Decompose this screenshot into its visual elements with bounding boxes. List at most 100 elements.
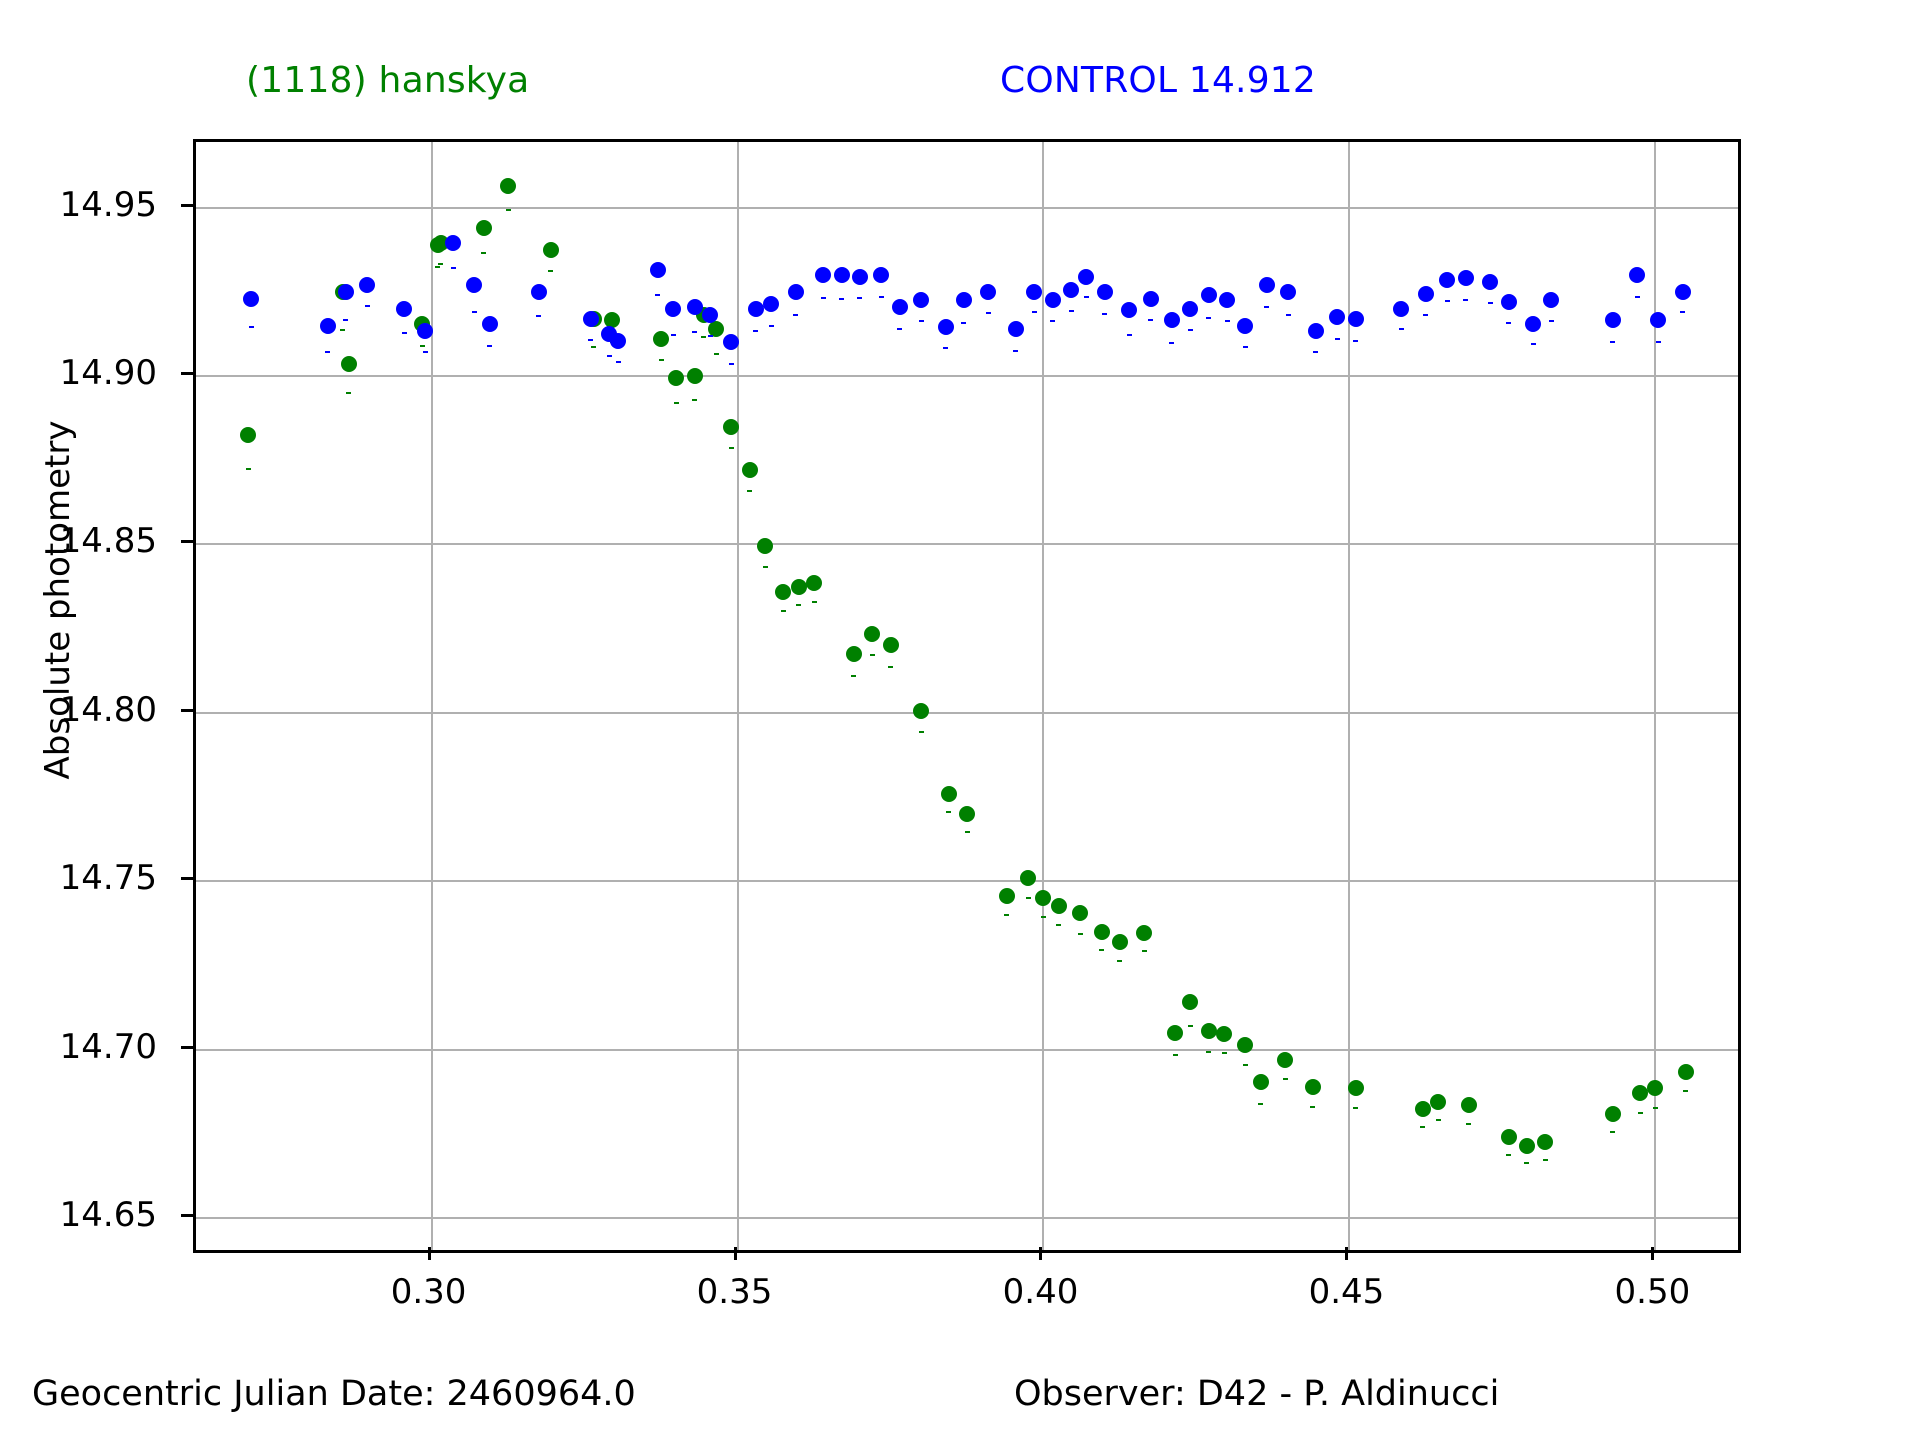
data-point-marker bbox=[668, 369, 685, 386]
data-point bbox=[1142, 142, 1159, 1250]
error-bar bbox=[422, 350, 428, 353]
data-point-marker bbox=[806, 575, 823, 592]
data-point bbox=[1182, 142, 1199, 1250]
data-point bbox=[955, 142, 972, 1250]
error-bar bbox=[1187, 1024, 1193, 1027]
data-point-marker bbox=[757, 538, 774, 555]
data-point bbox=[337, 142, 354, 1250]
data-point bbox=[1280, 142, 1297, 1250]
data-point-marker bbox=[747, 300, 764, 317]
error-bar bbox=[438, 263, 444, 266]
y-axis-tick bbox=[181, 203, 193, 207]
data-point bbox=[851, 142, 868, 1250]
error-bar bbox=[793, 314, 799, 317]
data-point bbox=[1007, 142, 1024, 1250]
data-point bbox=[240, 142, 256, 1250]
data-point bbox=[500, 142, 517, 1250]
error-bar bbox=[1141, 950, 1147, 953]
error-bar bbox=[248, 326, 254, 329]
error-bar bbox=[655, 294, 661, 297]
data-point-marker bbox=[845, 645, 862, 662]
error-bar bbox=[918, 731, 924, 734]
error-bar bbox=[1258, 1103, 1264, 1106]
x-axis-tick-label: 0.45 bbox=[1308, 1272, 1385, 1312]
error-bar bbox=[1187, 328, 1193, 331]
data-point-marker bbox=[1163, 312, 1180, 329]
data-point-marker bbox=[1500, 1129, 1517, 1146]
error-bar bbox=[245, 468, 251, 470]
data-point-marker bbox=[1200, 287, 1217, 304]
error-bar bbox=[1077, 932, 1083, 935]
data-point bbox=[747, 142, 764, 1250]
gridline-vertical bbox=[1042, 142, 1045, 1250]
error-bar bbox=[419, 344, 425, 347]
data-point bbox=[1219, 142, 1236, 1250]
error-bar bbox=[591, 346, 597, 349]
data-point bbox=[708, 142, 725, 1250]
error-bar bbox=[943, 346, 949, 349]
error-bar bbox=[1420, 1126, 1426, 1129]
error-bar bbox=[713, 353, 719, 356]
data-point bbox=[1414, 142, 1431, 1250]
data-point-marker bbox=[998, 888, 1015, 905]
error-bar bbox=[588, 339, 594, 341]
data-point-marker bbox=[1020, 869, 1037, 886]
data-point bbox=[445, 142, 461, 1250]
data-point-marker bbox=[1414, 1100, 1431, 1117]
y-axis-tick-label: 14.80 bbox=[59, 689, 157, 730]
data-point-marker bbox=[1093, 923, 1110, 940]
data-point bbox=[1063, 142, 1080, 1250]
data-point-marker bbox=[851, 268, 868, 285]
error-bar bbox=[1334, 338, 1340, 340]
y-axis-label: Absolute photometry bbox=[38, 420, 78, 780]
data-point-marker bbox=[980, 283, 997, 300]
data-point bbox=[1078, 142, 1095, 1250]
error-bar bbox=[1025, 896, 1031, 899]
error-bar bbox=[1637, 1112, 1643, 1115]
data-point bbox=[686, 142, 703, 1250]
data-point bbox=[1632, 142, 1649, 1250]
data-point-marker bbox=[913, 292, 930, 309]
data-point-marker bbox=[1121, 302, 1138, 319]
data-point bbox=[585, 142, 602, 1250]
data-point bbox=[668, 142, 685, 1250]
error-bar bbox=[1068, 310, 1074, 313]
data-point bbox=[1237, 142, 1254, 1250]
data-point bbox=[1026, 142, 1043, 1250]
data-point bbox=[1237, 142, 1254, 1250]
error-bar bbox=[1398, 328, 1404, 331]
error-bar bbox=[1506, 1154, 1512, 1157]
data-point-marker bbox=[582, 310, 599, 327]
error-bar bbox=[796, 604, 802, 607]
data-point-marker bbox=[790, 578, 807, 595]
data-point bbox=[1111, 142, 1128, 1250]
data-point bbox=[1674, 142, 1691, 1250]
data-point bbox=[1167, 142, 1184, 1250]
data-point-marker bbox=[686, 299, 703, 316]
data-point-marker bbox=[1304, 1078, 1321, 1095]
error-bar bbox=[768, 324, 774, 327]
data-point-marker bbox=[1647, 1080, 1664, 1097]
gridline-vertical bbox=[736, 142, 739, 1250]
y-axis-tick-label: 14.75 bbox=[59, 858, 157, 899]
data-point-marker bbox=[1650, 312, 1667, 329]
data-point-marker bbox=[340, 356, 357, 373]
data-point-marker bbox=[1629, 267, 1646, 284]
error-bar bbox=[1313, 350, 1319, 353]
data-point bbox=[1393, 142, 1410, 1250]
data-point bbox=[815, 142, 832, 1250]
data-point-marker bbox=[1604, 1105, 1621, 1122]
data-point bbox=[1543, 142, 1560, 1250]
error-bar bbox=[692, 330, 698, 333]
data-point bbox=[913, 142, 930, 1250]
error-bar bbox=[670, 333, 676, 336]
error-bar bbox=[1310, 1105, 1316, 1108]
data-point-marker bbox=[937, 319, 954, 336]
gridline-horizontal bbox=[196, 1217, 1738, 1219]
error-bar bbox=[780, 609, 786, 612]
data-point-marker bbox=[610, 332, 627, 349]
error-bar bbox=[1117, 960, 1123, 963]
error-bar bbox=[1056, 923, 1062, 926]
error-bar bbox=[1655, 340, 1661, 343]
data-point-marker bbox=[1518, 1137, 1535, 1154]
